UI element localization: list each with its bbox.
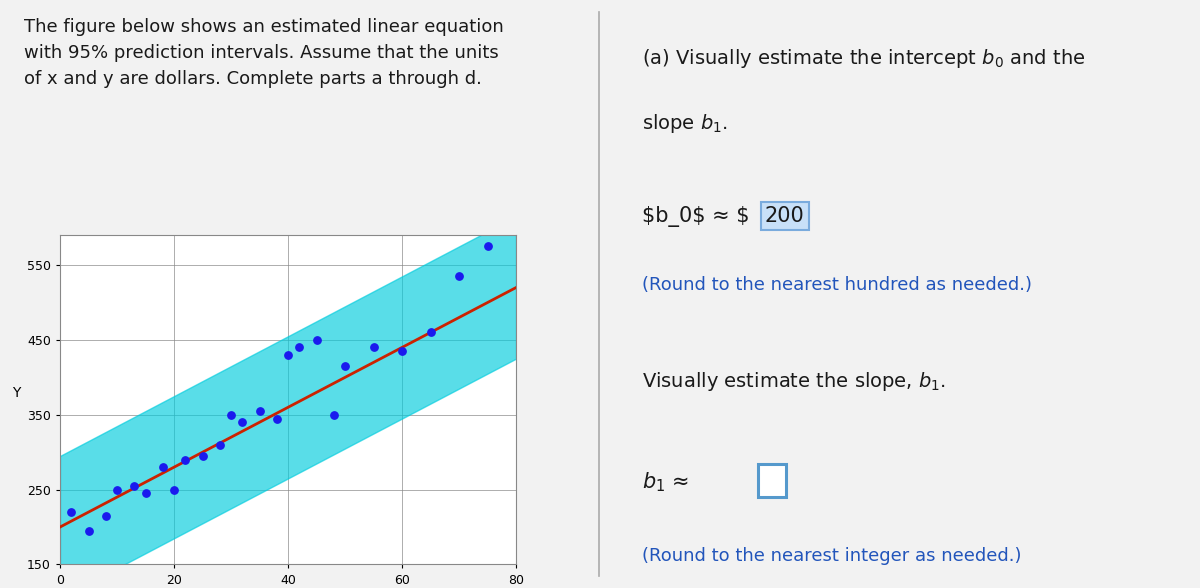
Text: (Round to the nearest hundred as needed.): (Round to the nearest hundred as needed.…: [642, 276, 1032, 295]
Text: The figure below shows an estimated linear equation
with 95% prediction interval: The figure below shows an estimated line…: [24, 18, 504, 88]
Text: Visually estimate the slope, $b_1$.: Visually estimate the slope, $b_1$.: [642, 370, 946, 393]
Text: $b_0$ ≈ $: $b_0$ ≈ $: [642, 206, 756, 227]
Text: $b_1$ ≈: $b_1$ ≈: [642, 470, 691, 494]
Text: (a) Visually estimate the intercept $b_0$ and the: (a) Visually estimate the intercept $b_0…: [642, 47, 1086, 70]
Text: 200: 200: [766, 206, 805, 226]
Text: (Round to the nearest integer as needed.): (Round to the nearest integer as needed.…: [642, 547, 1021, 565]
Text: slope $b_1$.: slope $b_1$.: [642, 112, 728, 135]
